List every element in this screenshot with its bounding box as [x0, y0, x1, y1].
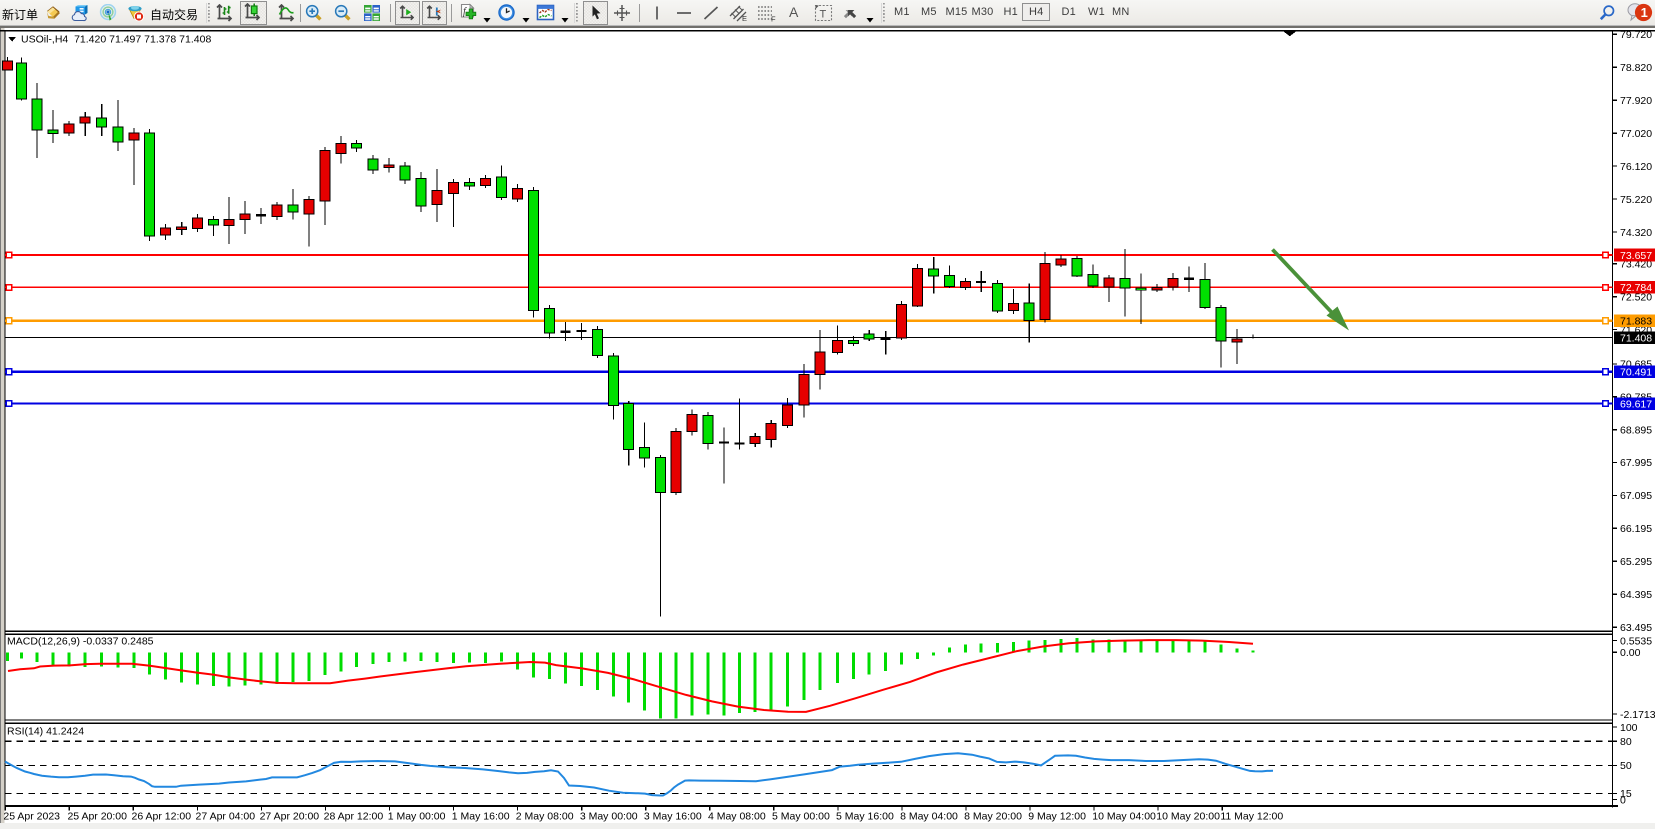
- svg-text:3 May 00:00: 3 May 00:00: [580, 810, 638, 822]
- svg-text:72.784: 72.784: [1620, 282, 1652, 294]
- svg-text:74.320: 74.320: [1620, 227, 1652, 239]
- svg-text:8 May 20:00: 8 May 20:00: [964, 810, 1022, 822]
- svg-text:63.495: 63.495: [1620, 622, 1652, 634]
- svg-text:5 May 00:00: 5 May 00:00: [772, 810, 830, 822]
- svg-text:71.408: 71.408: [1620, 332, 1652, 344]
- svg-text:9 May 12:00: 9 May 12:00: [1028, 810, 1086, 822]
- svg-text:15: 15: [1620, 788, 1632, 800]
- svg-text:5 May 16:00: 5 May 16:00: [836, 810, 894, 822]
- svg-text:25 Apr 2023: 25 Apr 2023: [3, 810, 60, 822]
- svg-text:26 Apr 12:00: 26 Apr 12:00: [132, 810, 192, 822]
- svg-text:50: 50: [1620, 760, 1632, 772]
- svg-text:F: F: [771, 15, 776, 23]
- svg-text:1: 1: [1641, 5, 1648, 20]
- svg-text:27 Apr 20:00: 27 Apr 20:00: [260, 810, 320, 822]
- svg-text:77.920: 77.920: [1620, 95, 1652, 107]
- svg-text:68.895: 68.895: [1620, 425, 1652, 437]
- svg-text:0: 0: [1620, 794, 1626, 806]
- svg-text:67.095: 67.095: [1620, 490, 1652, 502]
- svg-text:64.395: 64.395: [1620, 589, 1652, 601]
- svg-text:11 May 12:00: 11 May 12:00: [1220, 810, 1283, 822]
- svg-text:78.820: 78.820: [1620, 62, 1652, 74]
- svg-text:4 May 08:00: 4 May 08:00: [708, 810, 766, 822]
- svg-text:E: E: [742, 14, 747, 22]
- svg-text:73.657: 73.657: [1620, 250, 1652, 262]
- svg-text:T: T: [820, 9, 827, 21]
- svg-text:1 May 00:00: 1 May 00:00: [388, 810, 446, 822]
- svg-text:76.120: 76.120: [1620, 161, 1652, 173]
- svg-text:f: f: [463, 7, 467, 18]
- svg-text:80: 80: [1620, 736, 1632, 748]
- svg-text:77.020: 77.020: [1620, 128, 1652, 140]
- svg-text:69.617: 69.617: [1620, 398, 1652, 410]
- svg-text:3 May 16:00: 3 May 16:00: [644, 810, 702, 822]
- svg-text:72.520: 72.520: [1620, 292, 1652, 304]
- svg-text:8 May 04:00: 8 May 04:00: [900, 810, 958, 822]
- svg-text:75.220: 75.220: [1620, 194, 1652, 206]
- svg-text:10 May 04:00: 10 May 04:00: [1092, 810, 1156, 822]
- svg-text:MACD(12,26,9) -0.0337 0.2485: MACD(12,26,9) -0.0337 0.2485: [7, 636, 154, 648]
- svg-text:73.420: 73.420: [1620, 259, 1652, 271]
- svg-text:70.491: 70.491: [1620, 367, 1652, 379]
- svg-text:65.295: 65.295: [1620, 556, 1652, 568]
- svg-text:-2.1713: -2.1713: [1620, 709, 1655, 721]
- svg-text:10 May 20:00: 10 May 20:00: [1156, 810, 1220, 822]
- svg-text:0.5535: 0.5535: [1620, 635, 1652, 647]
- svg-text:67.995: 67.995: [1620, 457, 1652, 469]
- svg-text:2 May 08:00: 2 May 08:00: [516, 810, 574, 822]
- svg-text:66.195: 66.195: [1620, 523, 1652, 535]
- svg-text:0.00: 0.00: [1620, 647, 1641, 659]
- svg-text:28 Apr 12:00: 28 Apr 12:00: [324, 810, 384, 822]
- svg-text:27 Apr 04:00: 27 Apr 04:00: [196, 810, 256, 822]
- svg-text:RSI(14) 41.2424: RSI(14) 41.2424: [7, 726, 84, 738]
- svg-text:25 Apr 20:00: 25 Apr 20:00: [67, 810, 127, 822]
- svg-text:1 May 16:00: 1 May 16:00: [452, 810, 510, 822]
- svg-text:79.720: 79.720: [1620, 29, 1652, 41]
- svg-text:100: 100: [1620, 722, 1638, 734]
- svg-text:USOil-,H4 71.420 71.497 71.37: USOil-,H4 71.420 71.497 71.378 71.408: [21, 33, 211, 45]
- svg-text:71.883: 71.883: [1620, 316, 1652, 328]
